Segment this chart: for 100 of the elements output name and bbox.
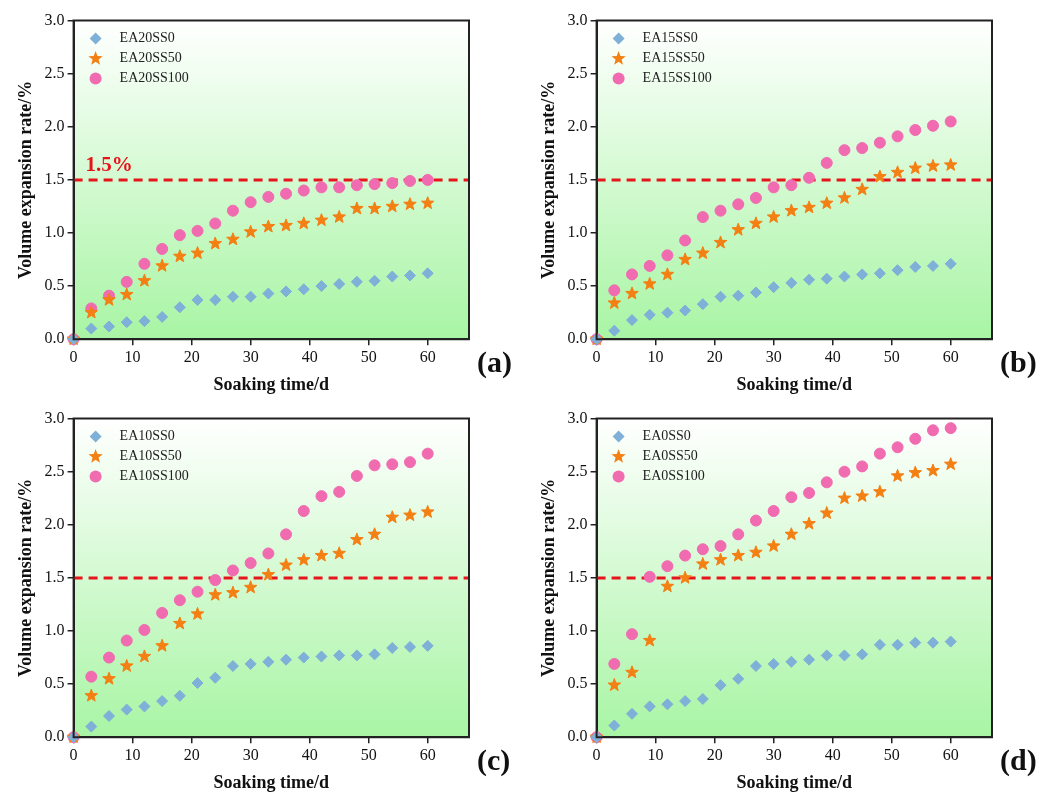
point <box>785 276 798 289</box>
point <box>102 292 116 306</box>
point <box>803 171 816 184</box>
x-tick-label: 60 <box>942 348 959 365</box>
point <box>420 504 435 518</box>
legend-label: EA20SS0 <box>119 30 175 46</box>
point <box>713 552 728 566</box>
x-tick-label: 50 <box>360 746 377 763</box>
y-axis-title: Volume expansion rate/% <box>15 80 36 280</box>
point <box>103 709 116 722</box>
point <box>819 506 834 519</box>
point <box>138 623 151 636</box>
point <box>731 548 746 562</box>
point <box>732 528 745 541</box>
point <box>296 552 311 566</box>
x-tick-label: 30 <box>765 746 782 763</box>
point <box>190 606 205 620</box>
point <box>314 548 329 562</box>
point <box>190 246 205 260</box>
point <box>333 277 346 290</box>
point <box>749 216 763 230</box>
point <box>226 290 239 303</box>
point <box>749 191 762 204</box>
point <box>173 689 186 702</box>
point <box>944 115 957 128</box>
point <box>333 485 346 498</box>
point <box>280 528 293 541</box>
point <box>208 236 223 250</box>
point <box>626 314 639 327</box>
legend-label: EA0SS100 <box>642 468 705 484</box>
point <box>262 655 275 668</box>
point <box>767 281 780 294</box>
point <box>891 441 904 454</box>
point <box>608 284 621 297</box>
point <box>85 322 98 335</box>
point <box>642 633 657 647</box>
point <box>909 123 922 136</box>
point <box>385 510 400 524</box>
point <box>280 187 293 200</box>
point <box>332 209 346 223</box>
x-tick-label: 20 <box>706 348 723 365</box>
point <box>403 197 417 211</box>
point <box>909 636 922 649</box>
point <box>350 201 364 215</box>
point <box>314 213 329 227</box>
point <box>838 649 851 662</box>
point <box>660 267 675 281</box>
point <box>315 280 328 293</box>
y-tick-label: 2.0 <box>567 515 588 532</box>
x-tick-label: 60 <box>942 746 959 763</box>
point <box>421 447 434 460</box>
point <box>803 273 816 286</box>
point <box>333 181 346 194</box>
x-tick-label: 0 <box>592 746 601 763</box>
point <box>173 229 186 242</box>
point <box>279 218 293 232</box>
point <box>661 698 674 711</box>
y-tick-label: 3.0 <box>567 10 588 28</box>
point <box>608 324 621 337</box>
point <box>350 649 363 662</box>
point <box>926 636 939 649</box>
x-tick-label: 20 <box>706 746 723 763</box>
point <box>873 136 886 149</box>
legend-label: EA0SS50 <box>642 448 698 464</box>
point <box>643 308 656 321</box>
point <box>297 283 310 296</box>
point <box>297 651 310 664</box>
text: (a) <box>477 344 512 379</box>
point <box>625 286 639 300</box>
point <box>820 476 833 489</box>
point <box>856 268 869 281</box>
point <box>191 677 204 690</box>
point <box>820 272 833 285</box>
point <box>820 156 833 169</box>
point <box>909 260 922 273</box>
point <box>944 422 957 435</box>
point <box>280 653 293 666</box>
point <box>403 456 416 469</box>
x-tick-label: 50 <box>883 746 900 763</box>
point <box>784 203 799 217</box>
x-tick-label: 20 <box>183 348 200 365</box>
point <box>333 649 346 662</box>
point <box>244 196 257 209</box>
y-tick-label: 2.5 <box>44 63 65 81</box>
point <box>102 671 116 685</box>
y-tick-label: 2.5 <box>567 63 588 81</box>
point <box>262 190 275 203</box>
point <box>226 204 239 217</box>
y-tick-label: 0.5 <box>567 674 588 692</box>
y-tick-label: 0.0 <box>44 329 65 347</box>
point <box>262 547 275 560</box>
point <box>891 130 904 143</box>
point <box>909 432 922 445</box>
point <box>626 707 639 720</box>
point <box>661 249 674 262</box>
point <box>731 222 746 236</box>
point <box>243 580 258 594</box>
point <box>244 557 257 570</box>
x-tick-label: 0 <box>69 348 78 365</box>
point <box>819 196 834 210</box>
